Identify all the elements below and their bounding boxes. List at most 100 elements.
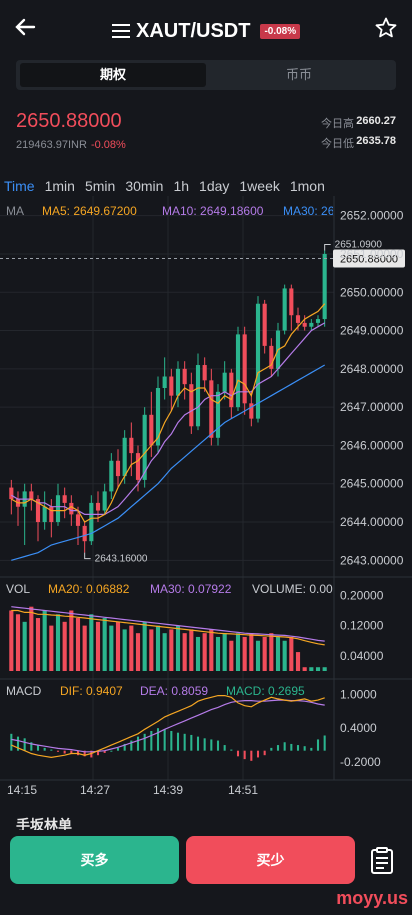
ma30-line (11, 364, 326, 561)
candle (315, 319, 321, 323)
ma10-legend: MA10: 2649.18600 (162, 204, 264, 218)
macd-bar (156, 728, 160, 751)
macd-bar (150, 731, 153, 751)
dif-line (11, 695, 325, 759)
macd-bar (183, 733, 186, 751)
volume-bar (302, 667, 307, 671)
candle (282, 288, 287, 331)
volume-bar (35, 618, 41, 671)
time-tick-label: 14:15 (7, 783, 37, 797)
macd-bar (316, 739, 320, 751)
candle (189, 384, 194, 427)
macd-bar (50, 749, 53, 751)
macd-bar (203, 738, 206, 751)
buy-short-button[interactable]: 买少 (186, 836, 355, 884)
macd-bar (56, 750, 60, 752)
candle (29, 491, 34, 500)
price-tick-label: 2645.00000 (340, 477, 404, 491)
candle (195, 365, 201, 427)
kline-chart[interactable]: 2650.88000 2651.0900 2643.16000 2652.00000 2… (0, 196, 412, 808)
candle (255, 303, 261, 419)
tab-spot[interactable]: 币币 (285, 67, 312, 82)
candle (162, 376, 167, 388)
candle (249, 403, 254, 419)
vol-ma20-line (11, 609, 325, 646)
dif-legend: DIF: 0.9407 (60, 684, 123, 698)
tab-1mon[interactable]: 1mon (289, 178, 325, 194)
tab-1day[interactable]: 1day (199, 178, 230, 194)
tab-time[interactable]: Time (4, 178, 35, 194)
vol-ma30-line (11, 606, 325, 642)
candle (182, 368, 187, 385)
dea-legend: DEA: 0.8059 (140, 684, 209, 698)
price-sub: 219463.97INR -0.08% (16, 139, 126, 151)
macd-tick-label: 0.4000 (340, 721, 377, 735)
time-tick-label: 14:39 (153, 783, 183, 797)
candle (69, 502, 74, 515)
macd-bar (170, 731, 173, 751)
candle (142, 414, 147, 480)
macd-bar (10, 733, 13, 751)
tab-1h[interactable]: 1h (173, 178, 190, 194)
volume-bar (122, 629, 127, 671)
candle (49, 506, 54, 523)
volume-bar (62, 621, 67, 671)
volume-bar (89, 614, 94, 671)
volume-bar (102, 618, 107, 671)
back-arrow-icon[interactable] (12, 14, 42, 44)
volume-bar (195, 636, 201, 671)
volume-bar (75, 618, 81, 671)
price-tick-label: 2647.00000 (340, 400, 404, 414)
macd-bar (303, 746, 306, 751)
volume-bar (82, 625, 87, 671)
volume-tick-label: 0.20000 (340, 588, 384, 602)
vol-label: VOL (6, 582, 31, 596)
tab-5min[interactable]: 5min (84, 178, 116, 194)
macd-bar (16, 736, 20, 751)
price-tick-label: 2643.00000 (340, 553, 404, 567)
volume-bar (322, 667, 327, 671)
macd-bar (256, 750, 260, 758)
current-price-tag: 2650.88000 (340, 254, 398, 266)
volume-bar (55, 614, 61, 671)
low-marker-line (84, 552, 91, 560)
macd-bar (110, 750, 113, 752)
orders-document-icon[interactable] (367, 846, 397, 876)
volume-bar (215, 636, 221, 671)
volume-tick-label: 0.12000 (340, 619, 384, 633)
high-marker: 2651.0900 (335, 240, 383, 251)
candle (235, 334, 241, 408)
tab-30min[interactable]: 30min (125, 178, 164, 194)
volume-bar (149, 629, 154, 671)
chart-grid (0, 196, 412, 781)
price-tick-label: 2651.00000 (340, 247, 404, 261)
pair-selector[interactable]: XAUT/USDT -0.08% (112, 18, 301, 44)
candle (169, 376, 174, 396)
macd-bar (270, 747, 273, 751)
price-tick-label: 2646.00000 (340, 438, 404, 452)
ma30-legend: MA30: 26 (283, 204, 333, 218)
volume-bar (315, 667, 321, 671)
macd-value-legend: MACD: 0.2695 (226, 684, 305, 698)
volume-legend: VOLUME: 0.00 (252, 582, 333, 596)
tab-1min[interactable]: 1min (44, 178, 75, 194)
tab-1week[interactable]: 1week (239, 178, 280, 194)
candle (289, 288, 294, 316)
section-heading: 手坂林单 (16, 817, 72, 830)
macd-bar (96, 750, 100, 756)
high-marker-line (324, 244, 331, 251)
candle (62, 495, 67, 503)
volume-bar (255, 640, 261, 671)
macd-bar (263, 750, 266, 756)
tab-options[interactable]: 期权 (20, 63, 206, 87)
volume-bar (249, 633, 254, 671)
volume-bar (22, 621, 27, 671)
macd-bar (243, 750, 246, 760)
candle (202, 365, 207, 381)
volume-bar (69, 610, 74, 671)
volume-bar (189, 629, 194, 671)
buy-long-button[interactable]: 买多 (10, 836, 179, 884)
low-marker: 2643.16000 (95, 554, 148, 565)
favorite-star-icon[interactable] (374, 16, 398, 40)
price-tick-label: 2644.00000 (340, 515, 404, 529)
